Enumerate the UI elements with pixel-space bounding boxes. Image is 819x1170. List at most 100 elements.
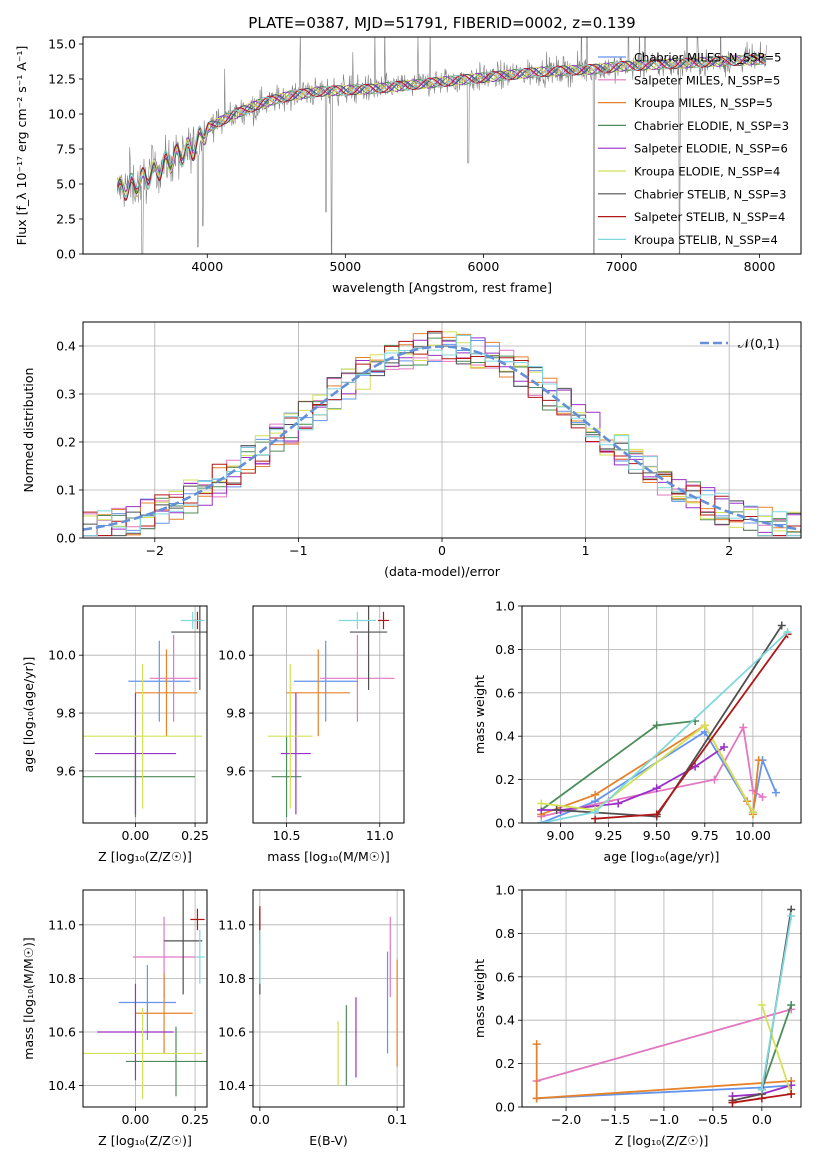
errorbar-chabrier_stelib	[171, 606, 207, 690]
y-axis-label: age [log₁₀(age/yr)]	[21, 657, 36, 773]
y-tick-label: 2.5	[56, 212, 76, 227]
normal-curve	[82, 345, 802, 531]
weight-marker	[787, 912, 796, 921]
x-tick-label: 1	[582, 543, 590, 558]
y-tick-label: 10.6	[48, 1024, 76, 1039]
mass-vs-metallicity-panel: 0.00 0.25 10.4 10.6 10.8 11.0 Z [log₁₀(Z/Z☉)] m…	[21, 889, 209, 1148]
legend-entry: Chabrier MILES, N_SSP=5	[634, 51, 781, 65]
errorbar-kroupa_miles	[135, 649, 198, 737]
y-tick-label: 12.5	[48, 72, 76, 87]
weight-series-kroupa_miles	[532, 1040, 796, 1103]
weight-marker	[720, 743, 729, 752]
errorbar-salpeter_stelib	[190, 908, 205, 931]
weight-marker	[591, 790, 600, 799]
y-tick-label: 9.8	[226, 706, 246, 721]
model-spectrum-kroupa_elodie	[117, 54, 767, 198]
x-tick-label: 0.0	[250, 1112, 270, 1127]
weight-marker	[537, 819, 546, 823]
x-tick-label: 6000	[468, 259, 500, 274]
weight-series-kroupa_stelib	[757, 912, 796, 1094]
weight-marker	[787, 1089, 796, 1098]
weight-marker	[700, 721, 709, 730]
legend-entry: Salpeter MILES, N_SSP=5	[634, 73, 780, 87]
y-tick-label: 5.0	[56, 177, 76, 192]
legend-entry: Salpeter ELODIE, N_SSP=6	[634, 142, 788, 156]
y-tick-label: 7.5	[56, 142, 76, 157]
weight-line	[556, 625, 783, 818]
axes-frame	[252, 605, 405, 824]
errorbar-salpeter_miles	[149, 634, 198, 722]
x-tick-label: 10.5	[273, 828, 301, 843]
x-axis-label: Z [log₁₀(Z/Z☉)]	[615, 1133, 709, 1148]
legend-entry: Chabrier ELODIE, N_SSP=3	[634, 119, 789, 133]
y-tick-label: 0.0	[495, 1100, 515, 1115]
y-tick-label: 0.2	[495, 1056, 515, 1071]
axes-frame	[82, 321, 802, 539]
weight-marker	[532, 1040, 541, 1049]
x-tick-label: 10.00	[735, 828, 771, 843]
y-tick-label: 10.6	[218, 1024, 246, 1039]
model-spectrum-salpeter_stelib	[117, 54, 767, 201]
figure-title: PLATE=0387, MJD=51791, FIBERID=0002, z=0…	[248, 14, 635, 32]
weight-marker	[777, 621, 786, 630]
x-tick-label: 0	[438, 543, 446, 558]
y-tick-label: 10.4	[48, 1078, 76, 1093]
axes-frame	[82, 889, 208, 1108]
weight-marker	[757, 1085, 766, 1094]
x-axis-label: wavelength [Angstrom, rest frame]	[332, 280, 552, 295]
y-tick-label: 9.6	[56, 763, 76, 778]
grid-lines	[83, 890, 207, 1107]
y-tick-label: 0.8	[495, 642, 515, 657]
weight-marker	[728, 1098, 737, 1107]
age-vs-metallicity-panel: 0.00 0.25 9.6 9.8 10.0 Z [log₁₀(Z/Z☉)] age [lo…	[21, 605, 209, 864]
weight-line	[536, 1008, 792, 1082]
legend-entry: Kroupa STELIB, N_SSP=4	[634, 233, 778, 247]
y-tick-label: 0.0	[56, 247, 76, 262]
y-axis-label: mass [log₁₀(M/M☉)]	[21, 937, 36, 1059]
y-tick-label: 1.0	[495, 883, 515, 898]
errorbar-chabrier_elodie	[271, 736, 302, 818]
errorbar-kroupa_elodie	[267, 663, 313, 809]
x-tick-label: 0.1	[387, 1112, 407, 1127]
x-tick-label: 2	[725, 543, 733, 558]
y-tick-label: 11.0	[48, 917, 76, 932]
weight-marker	[748, 808, 757, 817]
weight-marker	[537, 799, 546, 808]
errorbar-salpeter_elodie	[94, 692, 176, 815]
errorbar-chabrier_miles	[118, 965, 176, 1041]
x-tick-label: 7000	[606, 259, 638, 274]
x-tick-label: −0.5	[698, 1112, 728, 1127]
errorbar-chabrier_miles	[128, 640, 191, 722]
y-tick-label: 10.0	[218, 648, 246, 663]
y-tick-label: 9.8	[56, 706, 76, 721]
y-tick-label: 0.3	[56, 387, 76, 402]
x-tick-label: 0.00	[122, 1112, 150, 1127]
weight-marker	[614, 799, 623, 808]
y-tick-label: 0.0	[495, 816, 515, 831]
age-vs-mass-panel: 10.5 11.0 9.6 9.8 10.0 mass [log₁₀(M/M☉)]	[218, 605, 405, 864]
legend-entry: Chabrier STELIB, N_SSP=3	[634, 187, 786, 201]
residual-histogram-panel: −2 −1 0 1 2 0.0 0.1 0.2 0.3 0.4 (data-model)/error…	[21, 321, 802, 579]
axes-frame	[82, 36, 802, 255]
x-axis-label: E(B-V)	[309, 1133, 348, 1148]
weight-marker	[787, 1001, 796, 1010]
grid-lines	[253, 606, 404, 823]
errorbar-salpeter_stelib	[377, 611, 390, 630]
legend-entry: Kroupa MILES, N_SSP=5	[634, 96, 773, 110]
weight-marker	[552, 805, 561, 814]
x-tick-label: −1.0	[649, 1112, 679, 1127]
x-tick-label: 4000	[191, 259, 223, 274]
weight-line	[540, 720, 696, 811]
x-tick-label: −2.0	[551, 1112, 581, 1127]
weight-vs-metallicity-panel: −2.0 −1.5 −1.0 −0.5 0.0 0.0 0.2 0.4 0.6 0.8 1.0 Z […	[472, 883, 802, 1148]
y-axis-label: Flux [f_λ 10⁻¹⁷ erg cm⁻² s⁻¹ A⁻¹]	[14, 46, 29, 246]
weight-line	[541, 631, 789, 823]
x-tick-label: 5000	[329, 259, 361, 274]
axes-frame	[521, 605, 802, 824]
weight-line	[760, 1004, 793, 1095]
weight-marker	[532, 1094, 541, 1103]
weight-marker	[691, 762, 700, 771]
y-axis-label: mass weight	[472, 675, 487, 754]
weight-marker	[757, 1001, 766, 1010]
errorbar-kroupa_miles	[135, 973, 193, 1054]
